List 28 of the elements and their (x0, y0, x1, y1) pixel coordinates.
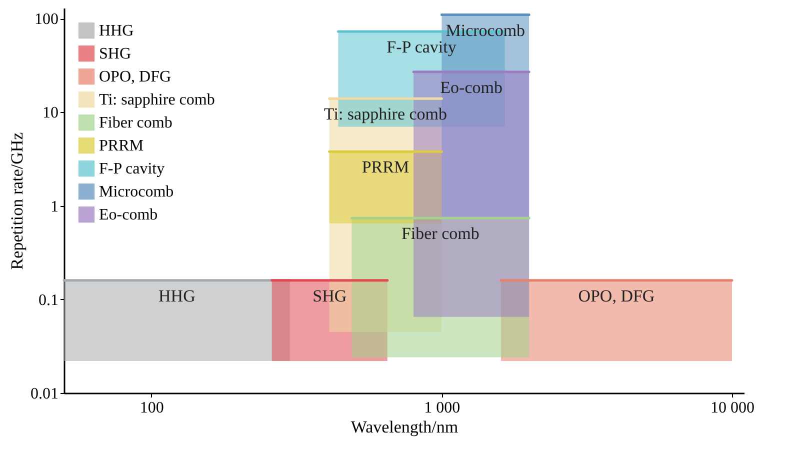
legend-label: Eo-comb (99, 206, 158, 224)
text: SHG (312, 286, 347, 306)
x-tick-label: 1 000 (424, 400, 460, 416)
text: Fiber comb (401, 224, 480, 244)
text: Eo-comb (440, 78, 502, 97)
text: HHG (158, 286, 196, 306)
y-tick-label: 1 (50, 198, 58, 216)
y-tick-label: 0.01 (30, 386, 58, 402)
legend-label: PRRM (99, 138, 144, 154)
x-axis-title: Wavelength/nm (350, 418, 458, 436)
text: F-P cavity (386, 37, 456, 56)
y-tick-label: 0.1 (38, 292, 58, 309)
y-axis-title: Repetition rate/GHz (8, 132, 26, 270)
legend-label: OPO, DFG (99, 68, 172, 86)
y-tick-label: 10 (42, 104, 58, 122)
legend-label: SHG (99, 46, 132, 62)
y-tick-label: 100 (34, 11, 58, 28)
text: PRRM (362, 158, 410, 177)
x-tick-label: 10 000 (710, 400, 754, 416)
legend-label: F-P cavity (99, 160, 165, 178)
legend-label: Microcomb (99, 184, 174, 200)
text: OPO, DFG (578, 286, 655, 306)
text: Ti: sapphire comb (324, 104, 448, 124)
x-tick-label: 100 (140, 400, 164, 416)
legend-label: Fiber comb (99, 114, 172, 132)
legend-label: Ti: sapphire comb (99, 92, 215, 108)
legend-label: HHG (99, 22, 134, 40)
text: Microcomb (446, 20, 526, 40)
